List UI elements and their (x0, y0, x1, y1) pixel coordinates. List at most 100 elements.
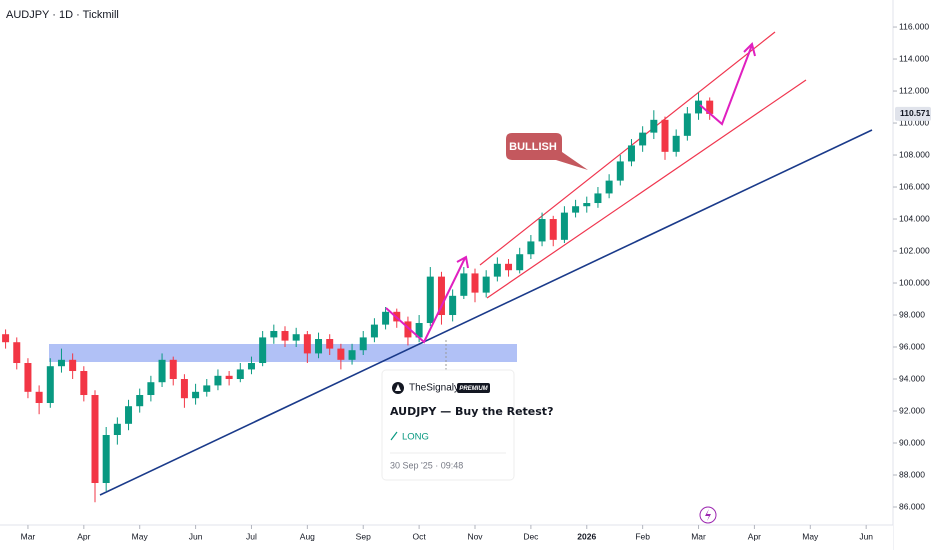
candle-body (158, 359, 166, 383)
axes: 86.000 88.000 90.000 92.000 94.000 96.000 98.0… (21, 21, 931, 541)
x-tick-label: Jun (189, 531, 203, 541)
callout-box (506, 133, 588, 170)
candle-body (505, 263, 513, 271)
candle-body (169, 359, 177, 380)
candle-body (225, 375, 233, 380)
y-tick-label: 110.000 (899, 117, 929, 127)
candle-body (348, 350, 356, 360)
candle-body (270, 331, 278, 338)
candle-body (460, 273, 468, 296)
candle-body (113, 423, 121, 436)
channel-lower (486, 79, 807, 299)
candle-body (560, 212, 568, 240)
x-tick-label: Mar (21, 531, 36, 541)
direction: LONG (402, 432, 429, 443)
candle-body (672, 135, 680, 152)
x-tick-label: Sep (356, 531, 371, 541)
candle-body (572, 206, 580, 213)
candle-body (594, 193, 602, 204)
x-tick-label: Aug (300, 531, 315, 541)
candle-body (236, 369, 244, 380)
y-tick-label: 88.000 (899, 469, 925, 479)
candle-body (80, 371, 88, 396)
x-tick-label: Oct (413, 531, 427, 541)
candle-body (46, 366, 54, 404)
trendline (99, 129, 873, 496)
candle-body (91, 395, 99, 484)
candle-body (136, 395, 144, 407)
long-icon (390, 431, 398, 441)
candle-body (247, 363, 255, 370)
x-tick-label: May (132, 531, 149, 541)
x-tick-label: 2026 (577, 531, 596, 541)
arrows (385, 42, 756, 344)
last-price: 110.571 (900, 108, 931, 118)
callout: BULLISH (506, 133, 588, 170)
x-tick-label: Feb (635, 531, 650, 541)
candle-body (627, 145, 635, 162)
badge-box (457, 383, 490, 393)
candle-body (382, 311, 390, 325)
candle-body (706, 100, 714, 114)
candle-body (359, 337, 367, 351)
candle-body (337, 348, 345, 360)
candle-body (315, 339, 323, 354)
y-tick-label: 106.000 (899, 181, 930, 191)
date: 30 Sep '25 · 09:48 (390, 460, 463, 470)
x-tick-label: May (802, 531, 819, 541)
y-tick-label: 96.000 (899, 341, 925, 351)
candle-body (605, 180, 613, 194)
candle-body (203, 385, 211, 392)
candle-body (639, 132, 647, 146)
arrow-head (456, 255, 469, 269)
candle-body (426, 276, 434, 324)
candle-body (35, 391, 43, 404)
y-tick-label: 100.000 (899, 277, 930, 287)
x-tick-label: Apr (77, 531, 90, 541)
candle-body (303, 334, 311, 354)
x-tick-label: Dec (523, 531, 539, 541)
candle-body (281, 331, 289, 341)
candle-body (259, 337, 267, 364)
y-tick-label: 104.000 (899, 213, 930, 223)
idea-title: AUDJPY — Buy the Retest? (390, 405, 553, 418)
last-price-box (895, 106, 931, 121)
arrow-path (385, 257, 466, 344)
candle-body (24, 363, 32, 392)
candle-body (516, 254, 524, 271)
candle-body (449, 295, 457, 316)
candle-body (437, 276, 445, 316)
candle-body (326, 339, 334, 349)
annotations (49, 31, 873, 496)
candle-body (661, 119, 669, 152)
price-axis (893, 0, 932, 550)
arrow-path (699, 44, 753, 126)
candle-body (125, 406, 133, 424)
candle-body (57, 359, 65, 367)
candle-body (650, 119, 658, 133)
avatar-glyph (395, 384, 401, 391)
candle-body (2, 334, 10, 343)
y-tick-label: 86.000 (899, 501, 925, 511)
callout-text: BULLISH (509, 141, 557, 153)
candle-body (683, 113, 691, 136)
y-tick-label: 108.000 (899, 149, 930, 159)
channel-upper (479, 31, 776, 266)
badge: PREMIUM (459, 386, 488, 392)
candle-body (415, 323, 423, 338)
y-tick-label: 98.000 (899, 309, 925, 319)
idea-card[interactable]: TheSignalyst PREMIUM AUDJPY — Buy the Re… (381, 369, 553, 481)
author: TheSignalyst (409, 383, 467, 394)
symbol-title: AUDJPY · 1D · Tickmill (6, 9, 119, 21)
time-axis (0, 525, 893, 550)
x-tick-label: Nov (467, 531, 483, 541)
y-tick-label: 90.000 (899, 437, 925, 447)
candle-body (192, 391, 200, 399)
candle-body (493, 263, 501, 277)
event-bolt (705, 509, 711, 521)
candle-body (538, 219, 546, 242)
candle-body (102, 435, 110, 484)
y-tick-label: 114.000 (899, 53, 929, 63)
x-tick-label: Jul (246, 531, 257, 541)
